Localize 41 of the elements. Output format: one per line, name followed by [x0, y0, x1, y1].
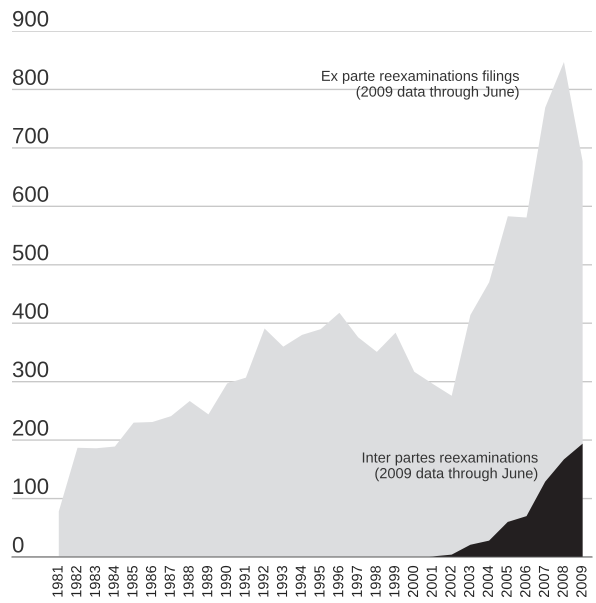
x-tick-label: 1997 — [352, 566, 362, 597]
x-tick-label: 1992 — [258, 566, 268, 597]
y-tick-label: 0 — [12, 536, 24, 553]
x-tick-label: 1994 — [296, 566, 306, 597]
y-tick-label: 700 — [13, 128, 48, 144]
x-tick-label: 1985 — [127, 566, 138, 597]
x-tick-label: 2005 — [501, 566, 512, 598]
x-tick-label: 2008 — [558, 566, 568, 598]
x-tick-label: 2003 — [464, 566, 474, 598]
x-tick-label: 2006 — [520, 566, 530, 598]
x-tick-label: 2009 — [576, 566, 587, 598]
y-tick-label: 900 — [13, 10, 48, 27]
y-tick-label: 100 — [14, 478, 48, 494]
x-tick-label: 2007 — [538, 566, 550, 598]
x-tick-label: 1982 — [71, 566, 82, 597]
y-tick-label: 200 — [13, 420, 48, 436]
y-tick-label: 300 — [12, 362, 48, 378]
x-tick-label: 1999 — [389, 566, 400, 597]
x-tick-label: 1998 — [370, 566, 381, 597]
x-tick-label: 1981 — [52, 566, 63, 597]
x-tick-label: 1995 — [314, 566, 325, 597]
y-tick-label: 600 — [13, 186, 48, 202]
x-tick-label: 1984 — [108, 566, 119, 597]
x-tick-label: 1989 — [202, 566, 212, 597]
series-label: Inter partes reexaminations (2009 data through June) — [362, 452, 538, 482]
y-tick-label: 500 — [12, 244, 48, 260]
x-tick-label: 1991 — [239, 566, 250, 597]
x-tick-label: 2000 — [408, 566, 418, 598]
x-tick-label: 2004 — [482, 566, 494, 598]
x-tick-label: 1986 — [146, 566, 156, 597]
series-label: Ex parte reexaminations filings (2009 data through June) — [322, 70, 519, 100]
x-tick-label: 1987 — [164, 566, 175, 597]
y-tick-label: 400 — [12, 303, 48, 319]
y-tick-label: 800 — [12, 69, 48, 86]
x-tick-label: 1993 — [276, 566, 288, 597]
x-tick-label: 2002 — [445, 566, 456, 598]
x-tick-label: 2001 — [426, 566, 437, 598]
x-tick-label: 1983 — [90, 566, 100, 597]
x-tick-label: 1988 — [183, 566, 194, 597]
x-tick-label: 1996 — [333, 566, 344, 597]
x-tick-label: 1990 — [220, 566, 232, 597]
